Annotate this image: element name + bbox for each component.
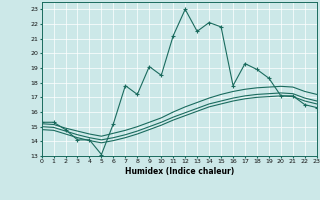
X-axis label: Humidex (Indice chaleur): Humidex (Indice chaleur) bbox=[124, 167, 234, 176]
